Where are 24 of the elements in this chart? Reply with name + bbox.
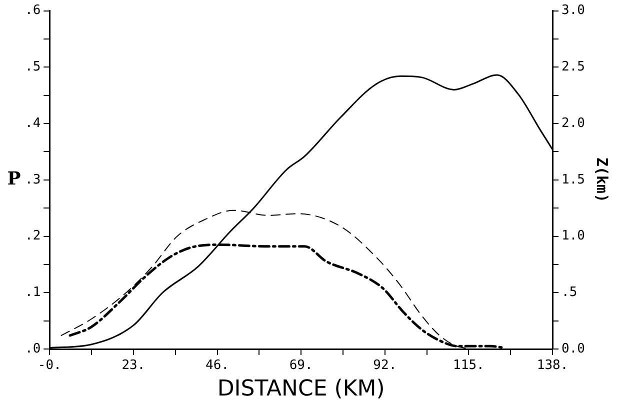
y-tick-label: .3 xyxy=(24,172,41,188)
y-tick-label: .0 xyxy=(24,341,41,356)
x-tick-label: 115. xyxy=(453,358,484,374)
y-tick-label: .6 xyxy=(24,3,41,18)
y2-axis-title: Z(km) xyxy=(593,157,612,202)
x-tick-label: 46. xyxy=(206,358,230,374)
x-tick-label: 69. xyxy=(289,358,313,374)
x-tick-label: 138. xyxy=(536,358,568,374)
y-tick-label: .5 xyxy=(24,60,41,75)
y2-tick-label: 3.0 xyxy=(562,3,586,18)
x-tick-label: 92. xyxy=(373,358,397,374)
y-axis-title: P xyxy=(7,168,22,190)
y2-tick-label: 1.5 xyxy=(562,172,586,188)
y2-tick-label: .5 xyxy=(562,285,578,300)
y2-tick-label: 2.5 xyxy=(562,60,586,75)
y-tick-label: .4 xyxy=(24,116,41,131)
x-tick-label: 23. xyxy=(122,358,146,374)
y2-tick-label: 0.0 xyxy=(562,341,586,356)
x-axis-title: DISTANCE (KM) xyxy=(217,376,385,402)
y2-tick-label: 1.0 xyxy=(562,228,586,244)
y-tick-label: .2 xyxy=(24,228,41,244)
x-tick-label: -0. xyxy=(38,358,62,374)
y2-tick-label: 2.0 xyxy=(562,116,586,131)
y-tick-label: .1 xyxy=(24,285,41,300)
